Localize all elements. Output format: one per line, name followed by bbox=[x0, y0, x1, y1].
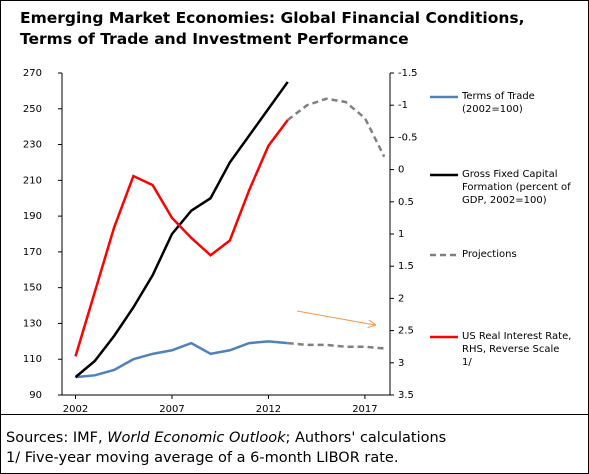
series-line bbox=[287, 341, 385, 350]
legend-label: Terms of Trade (2002=100) bbox=[462, 91, 535, 115]
y2-tick-label: 0.5 bbox=[398, 197, 414, 208]
y-tick-label: 110 bbox=[23, 354, 42, 365]
x-tick-label: 2017 bbox=[352, 404, 377, 415]
y-tick-label: 230 bbox=[23, 140, 42, 151]
y2-tick-label: 1.5 bbox=[398, 261, 414, 272]
y2-tick-label: 3 bbox=[398, 358, 404, 369]
sources-text: Sources: IMF, bbox=[6, 430, 108, 446]
y2-tick-label: 3.5 bbox=[398, 390, 414, 401]
y-tick-label: 90 bbox=[29, 390, 42, 401]
y-tick-label: 270 bbox=[23, 68, 42, 79]
chart-title: Emerging Market Economies: Global Financ… bbox=[20, 9, 525, 48]
y2-tick-label: 2.5 bbox=[398, 326, 414, 337]
series-line bbox=[286, 97, 386, 158]
y2-tick-label: 2 bbox=[398, 293, 404, 304]
y-tick-label: 170 bbox=[23, 247, 42, 258]
series-line bbox=[74, 81, 289, 379]
sources: Sources: IMF, World Economic Outlook; Au… bbox=[6, 430, 446, 446]
y-tick-label: 210 bbox=[23, 175, 42, 186]
legend-label: US Real Interest Rate, RHS, Reverse Scal… bbox=[462, 331, 572, 368]
y-tick-label: 250 bbox=[23, 104, 42, 115]
x-tick-label: 2002 bbox=[63, 404, 88, 415]
series-line bbox=[74, 119, 289, 357]
series-line bbox=[75, 340, 288, 379]
y2-tick-label: -1 bbox=[398, 100, 408, 111]
footnote: 1/ Five-year moving average of a 6-month… bbox=[6, 450, 399, 466]
y2-tick-label: -0.5 bbox=[398, 132, 418, 143]
legend-label: Projections bbox=[462, 249, 517, 260]
y-tick-label: 130 bbox=[23, 318, 42, 329]
annotation-arrow bbox=[296, 310, 375, 325]
y2-tick-label: -1.5 bbox=[398, 68, 418, 79]
y-tick-label: 150 bbox=[23, 283, 42, 294]
x-tick-label: 2007 bbox=[159, 404, 184, 415]
y2-tick-label: 1 bbox=[398, 229, 404, 240]
sources-text: ; Authors' calculations bbox=[285, 430, 447, 446]
x-tick-label: 2012 bbox=[256, 404, 281, 415]
y2-tick-label: 0 bbox=[398, 165, 404, 176]
sources-text: World Economic Outlook bbox=[107, 430, 286, 446]
legend-label: Gross Fixed Capital Formation (percent o… bbox=[462, 169, 571, 206]
y-tick-label: 190 bbox=[23, 211, 42, 222]
